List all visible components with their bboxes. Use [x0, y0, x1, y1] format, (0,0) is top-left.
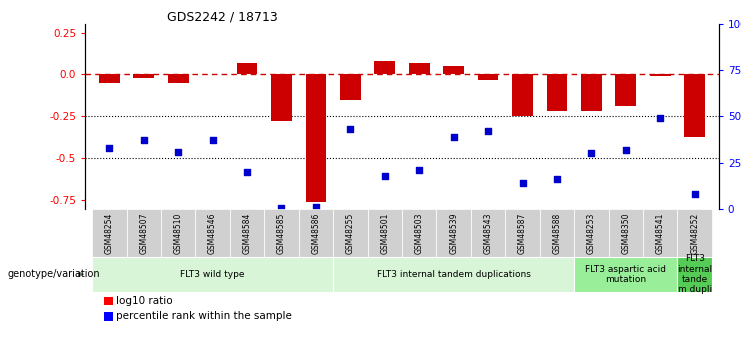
Text: percentile rank within the sample: percentile rank within the sample: [116, 312, 291, 321]
Point: [241, 169, 253, 175]
Text: GSM48584: GSM48584: [242, 212, 251, 254]
Text: GDS2242 / 18713: GDS2242 / 18713: [167, 10, 278, 23]
Bar: [547, 75, 568, 111]
Bar: [685, 75, 705, 137]
Point: [104, 145, 116, 150]
Text: FLT3
internal
tande
m dupli: FLT3 internal tande m dupli: [677, 254, 712, 294]
Point: [345, 127, 356, 132]
Bar: [374, 61, 395, 75]
Text: GSM48543: GSM48543: [484, 212, 493, 254]
Point: [482, 128, 494, 134]
Text: GSM48585: GSM48585: [277, 212, 286, 254]
Text: GSM48588: GSM48588: [553, 212, 562, 254]
Bar: [409, 63, 430, 75]
Text: GSM48350: GSM48350: [621, 212, 631, 254]
Bar: [168, 75, 188, 83]
Text: GSM48255: GSM48255: [346, 212, 355, 254]
Text: GSM48252: GSM48252: [690, 212, 700, 254]
Point: [654, 116, 666, 121]
Bar: [581, 75, 602, 111]
Text: GSM48587: GSM48587: [518, 212, 527, 254]
Text: FLT3 wild type: FLT3 wild type: [180, 270, 245, 279]
Bar: [512, 75, 533, 117]
Bar: [305, 75, 326, 202]
Point: [379, 173, 391, 178]
Bar: [616, 75, 636, 106]
Point: [516, 180, 528, 186]
Bar: [478, 75, 499, 80]
Point: [448, 134, 459, 139]
Bar: [443, 66, 464, 75]
Text: GSM48507: GSM48507: [139, 212, 148, 254]
Point: [172, 149, 184, 154]
Point: [551, 176, 563, 182]
Point: [413, 167, 425, 173]
Bar: [340, 75, 361, 100]
Text: log10 ratio: log10 ratio: [116, 296, 172, 306]
Point: [688, 191, 700, 197]
Point: [585, 150, 597, 156]
Text: genotype/variation: genotype/variation: [7, 269, 100, 279]
Text: FLT3 aspartic acid
mutation: FLT3 aspartic acid mutation: [585, 265, 666, 284]
Text: GSM48541: GSM48541: [656, 212, 665, 254]
Bar: [271, 75, 292, 121]
Text: GSM48539: GSM48539: [449, 212, 458, 254]
Text: GSM48586: GSM48586: [311, 212, 320, 254]
Bar: [99, 75, 119, 83]
Bar: [650, 75, 671, 76]
Point: [620, 147, 632, 152]
Text: GSM48503: GSM48503: [415, 212, 424, 254]
Bar: [236, 63, 257, 75]
Bar: [133, 75, 154, 78]
Point: [276, 205, 288, 210]
Text: GSM48254: GSM48254: [104, 212, 114, 254]
Text: GSM48510: GSM48510: [173, 212, 183, 254]
Text: FLT3 internal tandem duplications: FLT3 internal tandem duplications: [376, 270, 531, 279]
Point: [207, 138, 219, 143]
Text: GSM48253: GSM48253: [587, 212, 596, 254]
Point: [310, 204, 322, 210]
Point: [138, 138, 150, 143]
Text: GSM48501: GSM48501: [380, 212, 389, 254]
Text: GSM48546: GSM48546: [208, 212, 217, 254]
